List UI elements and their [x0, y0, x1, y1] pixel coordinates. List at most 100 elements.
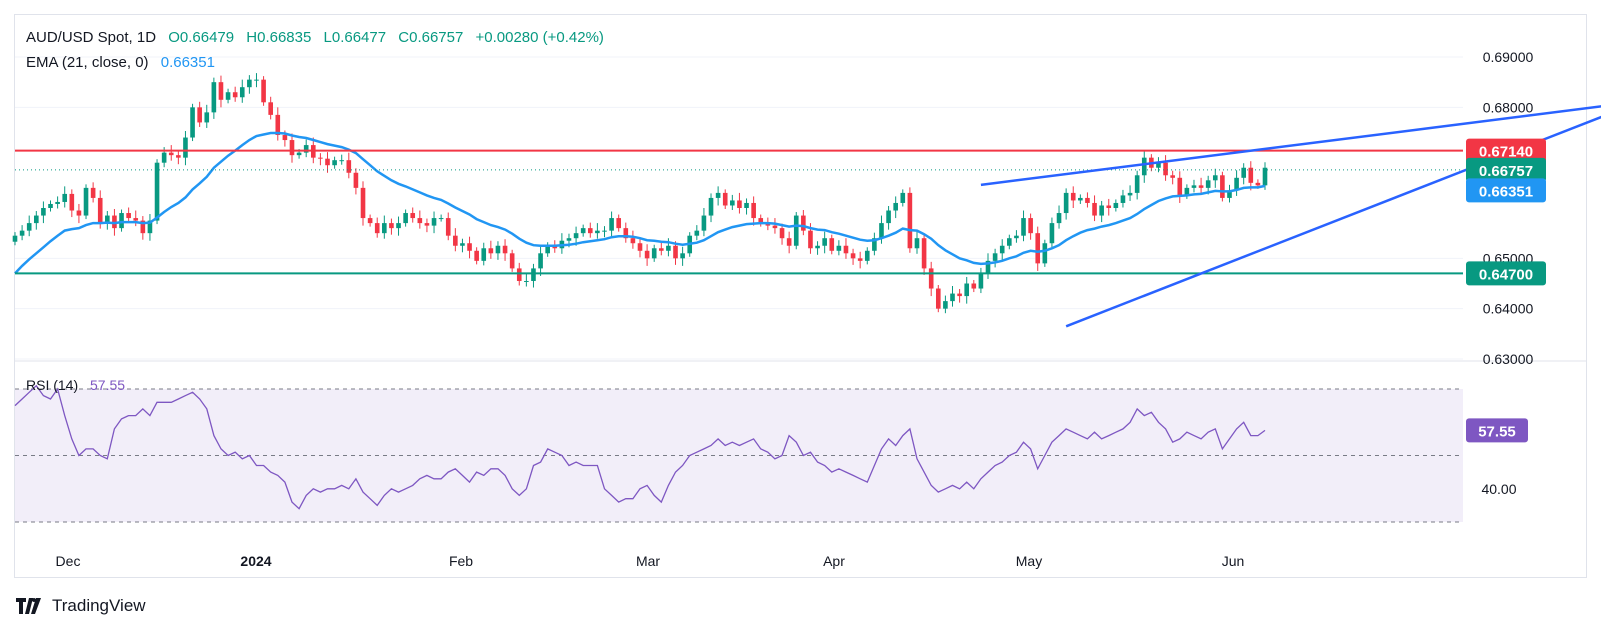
candle-body: [1078, 197, 1083, 201]
candle-body: [658, 248, 664, 251]
tradingview-logo[interactable]: TradingView: [16, 596, 146, 616]
candle-body: [218, 82, 224, 100]
candle-body: [424, 223, 430, 226]
candle-body: [346, 160, 352, 173]
candle-body: [722, 192, 728, 206]
candle-body: [516, 268, 522, 281]
candle-body: [822, 238, 827, 246]
low-value: L0.66477: [323, 29, 387, 46]
candle-body: [985, 260, 991, 274]
candle-body: [374, 223, 380, 234]
candle-body: [531, 268, 536, 281]
symbol-title[interactable]: AUD/USD Spot, 1D: [26, 29, 157, 46]
candle-body: [197, 107, 202, 123]
candle-body: [1049, 223, 1055, 244]
candle-body: [254, 79, 259, 81]
candle-body: [808, 230, 813, 249]
candle-body: [1255, 182, 1261, 186]
candle-body: [836, 245, 842, 251]
candle-body: [339, 160, 345, 162]
candle-body: [69, 193, 75, 211]
rsi-tag: [1466, 418, 1528, 443]
candle-body: [872, 238, 877, 251]
candle-body: [928, 268, 934, 289]
candle-body: [1035, 233, 1041, 264]
candle-body: [950, 293, 955, 302]
candle-body: [524, 280, 529, 282]
candle-body: [303, 145, 309, 153]
candle-body: [367, 218, 373, 224]
candle-body: [637, 243, 643, 251]
candle-body: [1191, 185, 1197, 188]
candle-body: [701, 215, 707, 231]
candle-body: [261, 79, 266, 103]
candle-body: [680, 253, 685, 259]
last-price-tag: [1466, 157, 1546, 182]
candle-body: [1212, 175, 1218, 181]
candle-body: [772, 225, 778, 229]
candle-body: [971, 283, 977, 289]
grid: [15, 56, 1463, 360]
price-labels[interactable]: 0.67140 0.66757 0.66351 0.64700 57.55: [1466, 138, 1546, 443]
candle-body: [651, 248, 657, 259]
candle-body: [1156, 162, 1161, 168]
candle-body: [396, 223, 401, 229]
price-tick: 0.68000: [1483, 99, 1534, 115]
candle-body: [1227, 190, 1232, 198]
candle-body: [857, 258, 863, 261]
candle-body: [886, 210, 891, 224]
rsi-tag-text: 57.55: [1478, 423, 1516, 440]
candle-body: [921, 238, 927, 269]
candle-body: [488, 248, 494, 254]
candle-body: [744, 202, 749, 208]
candle-body: [154, 162, 160, 221]
candle-body: [992, 253, 998, 261]
candle-body: [1134, 175, 1140, 193]
candle-body: [147, 220, 153, 234]
candle-body: [1141, 157, 1147, 176]
resistance-tag: [1466, 138, 1546, 163]
candle-body: [1177, 177, 1183, 196]
resistance-tag-text: 0.67140: [1479, 144, 1533, 161]
candle-body: [1092, 202, 1097, 216]
high-value: H0.66835: [246, 29, 312, 46]
candle-body: [1127, 192, 1133, 196]
candle-body: [566, 238, 572, 241]
candle-body: [1063, 192, 1069, 214]
candle-body: [232, 92, 238, 98]
candle-body: [1184, 187, 1190, 196]
candle-body: [935, 288, 941, 309]
candle-body: [26, 223, 32, 231]
candle-body: [978, 273, 984, 289]
candle-body: [957, 293, 962, 297]
candle-body: [765, 223, 771, 226]
candle-body: [268, 102, 273, 115]
candle-body: [1170, 175, 1175, 178]
candle-body: [616, 218, 622, 229]
symbol-legend[interactable]: AUD/USD Spot, 1D O0.66479 H0.66835 L0.66…: [26, 29, 612, 46]
candle-body: [758, 218, 764, 224]
trendlines: [980, 105, 1601, 328]
candle-body: [1205, 180, 1211, 188]
candle-body: [1198, 185, 1204, 188]
candle-body: [595, 230, 600, 234]
candle-body: [225, 92, 231, 100]
candle-body: [829, 238, 835, 251]
candle-body: [161, 152, 167, 163]
candles: [12, 73, 1268, 314]
candle-body: [786, 238, 792, 246]
candle-body: [126, 213, 131, 219]
candle-body: [204, 112, 210, 123]
candle-body: [481, 248, 487, 261]
candle-body: [119, 213, 124, 229]
price-tick: 0.64000: [1483, 301, 1534, 317]
rsi-legend-value: 57.55: [90, 377, 126, 393]
ema-legend[interactable]: EMA (21, close, 0) 0.66351: [26, 54, 223, 71]
candle-body: [90, 187, 96, 198]
candle-body: [1248, 167, 1254, 183]
ema-label: EMA (21, close, 0): [26, 54, 149, 71]
candle-body: [1014, 235, 1019, 239]
candle-body: [55, 201, 60, 204]
rsi-legend[interactable]: RSI (14) 57.55: [26, 377, 133, 393]
candle-body: [793, 215, 799, 246]
